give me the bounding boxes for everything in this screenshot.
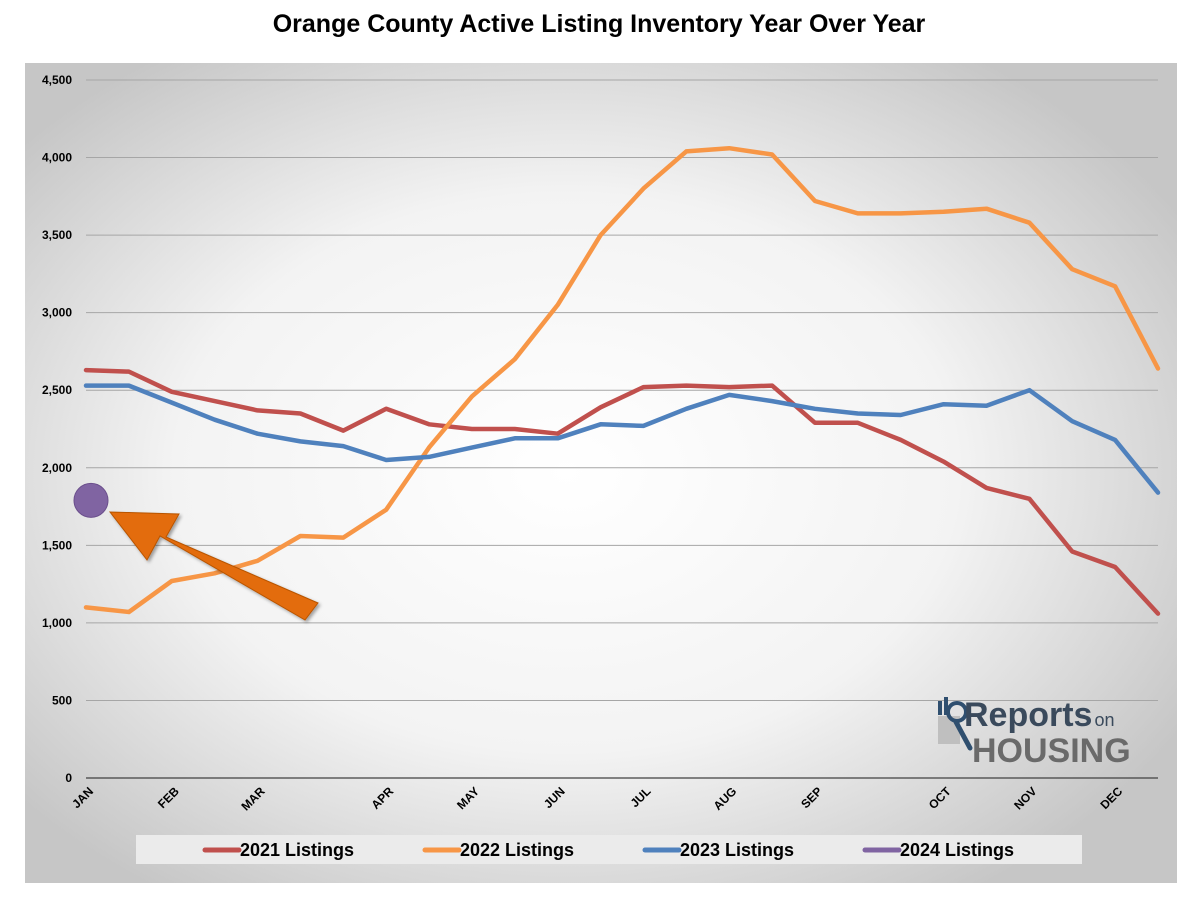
legend: 2021 Listings 2022 Listings 2023 Listings 2…	[202, 840, 1014, 860]
y-tick-label: 3,000	[42, 306, 72, 320]
logo-text-on: on	[1094, 710, 1114, 730]
series-point-2024	[73, 482, 109, 518]
y-tick-label: 0	[65, 771, 72, 785]
y-axis-ticks: 0 500 1,000 1,500 2,000 2,500 3,000 3,500 4,000 4…	[42, 73, 72, 785]
reports-on-housing-logo: Reports on HOUSING	[938, 696, 1131, 770]
series-lines	[73, 145, 1161, 616]
gridlines	[86, 79, 1158, 701]
y-tick-label: 3,500	[42, 228, 72, 242]
legend-label-2023: 2023 Listings	[680, 840, 794, 860]
y-tick-label: 2,500	[42, 383, 72, 397]
annotation-arrow	[108, 511, 319, 621]
legend-box	[136, 835, 1082, 864]
y-tick-label: 2,000	[42, 461, 72, 475]
y-tick-label: 4,500	[42, 73, 72, 87]
y-tick-label: 1,500	[42, 538, 72, 552]
chart-background	[25, 63, 1177, 883]
y-tick-label: 500	[52, 693, 72, 707]
y-tick-label: 4,000	[42, 151, 72, 165]
legend-label-2024: 2024 Listings	[900, 840, 1014, 860]
legend-label-2021: 2021 Listings	[240, 840, 354, 860]
series-line-2021	[83, 367, 1161, 616]
logo-text-housing: HOUSING	[972, 732, 1131, 770]
y-tick-label: 1,000	[42, 616, 72, 630]
logo-text-reports: Reports	[964, 696, 1092, 734]
series-line-2022	[83, 145, 1161, 615]
series-line-2023	[83, 383, 1161, 495]
legend-label-2022: 2022 Listings	[460, 840, 574, 860]
chart-title: Orange County Active Listing Inventory Y…	[272, 10, 926, 38]
